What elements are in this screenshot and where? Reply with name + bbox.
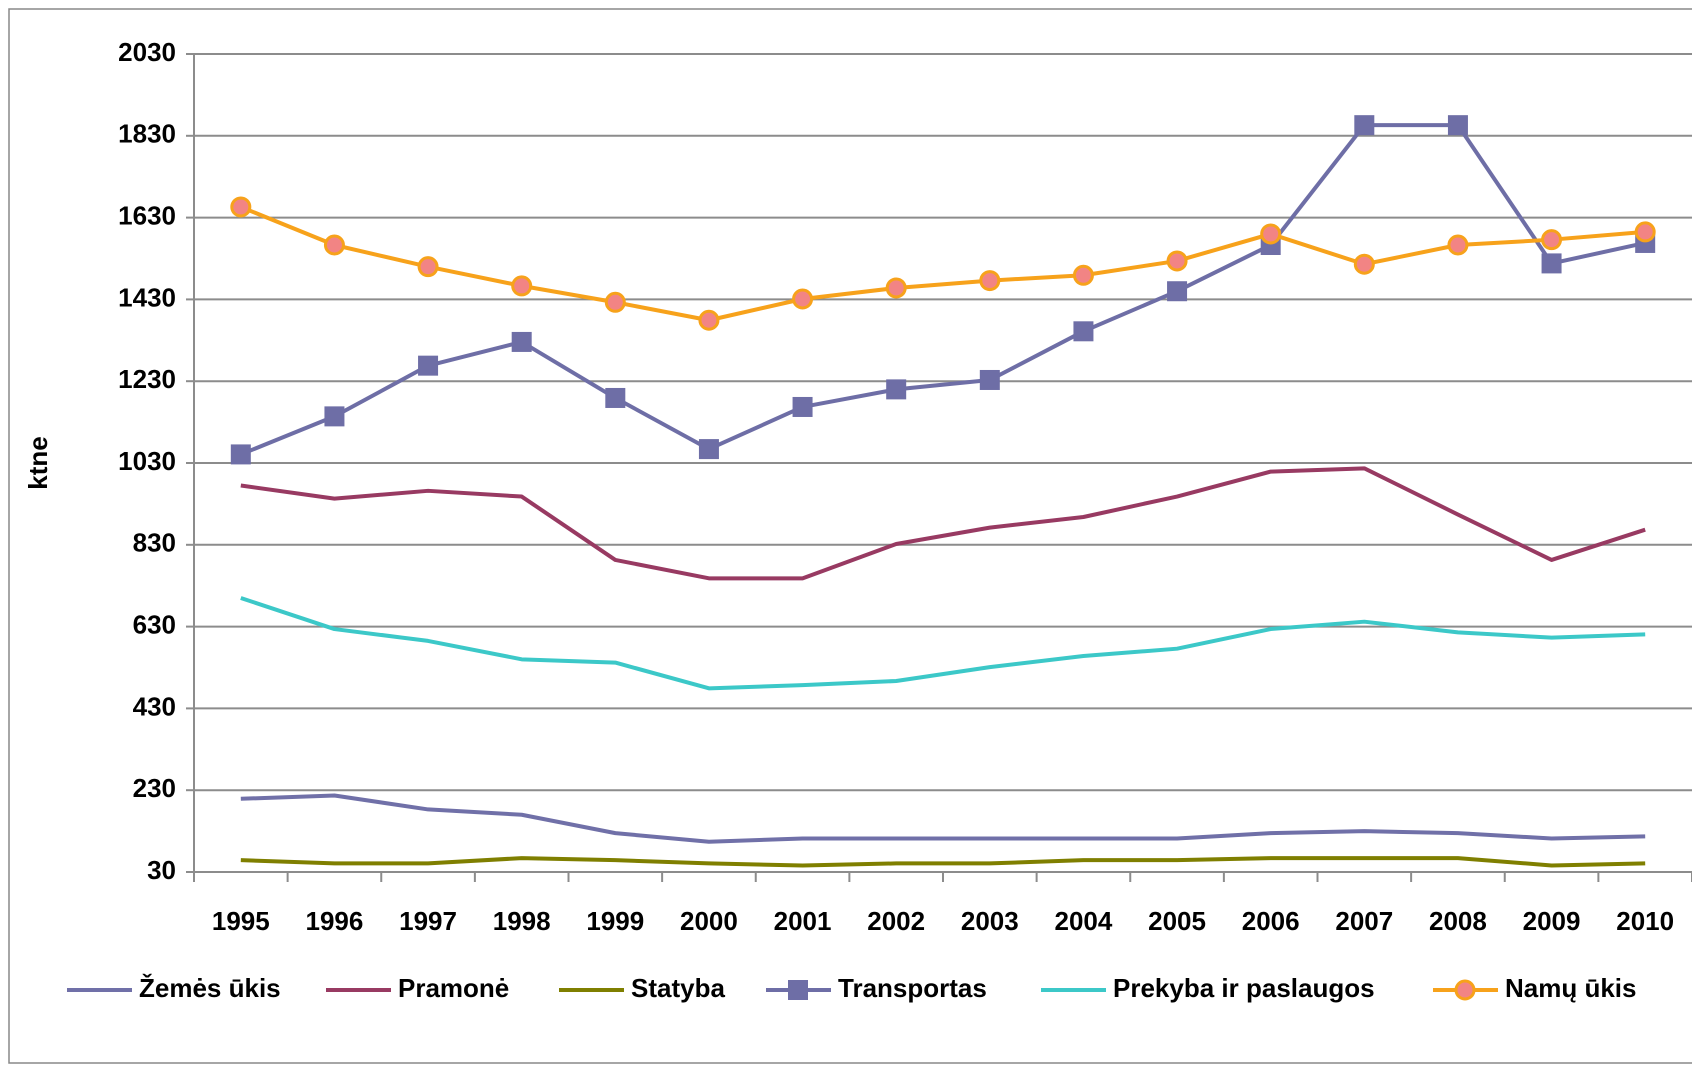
legend-label: Pramonė xyxy=(398,973,509,1003)
series-marker xyxy=(1353,253,1375,275)
y-tick-label: 430 xyxy=(133,691,176,721)
series-marker xyxy=(511,275,533,297)
series-marker xyxy=(1447,234,1469,256)
legend-marker xyxy=(788,980,808,1000)
x-tick-label: 2010 xyxy=(1616,906,1674,936)
series-marker xyxy=(1541,253,1562,274)
series-line xyxy=(240,793,1646,844)
x-tick-label: 2001 xyxy=(774,906,832,936)
x-tick-label: 2000 xyxy=(680,906,738,936)
series-line xyxy=(240,596,1646,691)
series-marker xyxy=(1541,229,1563,251)
series-marker xyxy=(230,196,252,218)
x-tick-label: 1997 xyxy=(399,906,457,936)
x-tick-label: 2002 xyxy=(867,906,925,936)
legend-label: Prekyba ir paslaugos xyxy=(1113,973,1375,1003)
x-tick-label: 2009 xyxy=(1523,906,1581,936)
y-tick-label: 1230 xyxy=(118,364,176,394)
series-marker xyxy=(1072,264,1094,286)
legend-label: Namų ūkis xyxy=(1505,973,1637,1003)
legend-label: Statyba xyxy=(631,973,725,1003)
x-tick-label: 1998 xyxy=(493,906,551,936)
x-tick-label: 2006 xyxy=(1242,906,1300,936)
series-marker xyxy=(605,387,626,408)
x-tick-label: 1999 xyxy=(586,906,644,936)
y-tick-label: 230 xyxy=(133,773,176,803)
series-marker xyxy=(885,277,907,299)
series-line xyxy=(240,205,1646,323)
y-axis-label: ktne xyxy=(23,436,53,489)
x-tick-label: 2008 xyxy=(1429,906,1487,936)
series-marker xyxy=(511,331,532,352)
series-line xyxy=(240,466,1646,581)
series-line xyxy=(240,856,1646,868)
series-marker xyxy=(230,444,251,465)
x-tick-label: 2003 xyxy=(961,906,1019,936)
y-tick-label: 830 xyxy=(133,528,176,558)
y-tick-label: 1430 xyxy=(118,282,176,312)
x-tick-label: 1995 xyxy=(212,906,270,936)
series-marker xyxy=(886,379,907,400)
series-marker xyxy=(324,406,345,427)
series-marker xyxy=(698,439,719,460)
series-marker xyxy=(698,309,720,331)
x-tick-label: 2007 xyxy=(1335,906,1393,936)
series-marker xyxy=(1166,250,1188,272)
series-marker xyxy=(1634,221,1656,243)
legend-marker xyxy=(1454,979,1476,1001)
y-tick-label: 30 xyxy=(147,855,176,885)
legend-label: Žemės ūkis xyxy=(139,973,281,1003)
series-marker xyxy=(1354,115,1375,136)
y-tick-label: 1030 xyxy=(118,446,176,476)
series-marker xyxy=(1073,321,1094,342)
y-tick-label: 630 xyxy=(133,609,176,639)
series-marker xyxy=(417,256,439,278)
series-marker xyxy=(1260,223,1282,245)
legend-label: Transportas xyxy=(838,973,987,1003)
series-marker xyxy=(1447,115,1468,136)
x-tick-label: 2004 xyxy=(1055,906,1113,936)
chart-frame xyxy=(8,8,1692,1064)
series-marker xyxy=(792,288,814,310)
series-marker xyxy=(979,369,1000,390)
y-tick-label: 1630 xyxy=(118,200,176,230)
series-marker xyxy=(604,291,626,313)
series-marker xyxy=(792,396,813,417)
y-tick-label: 2030 xyxy=(118,37,176,67)
y-tick-label: 1830 xyxy=(118,119,176,149)
series-marker xyxy=(1167,281,1188,302)
series-marker xyxy=(418,355,439,376)
x-tick-label: 1996 xyxy=(306,906,364,936)
x-tick-label: 2005 xyxy=(1148,906,1206,936)
series-marker xyxy=(323,234,345,256)
series-marker xyxy=(979,270,1001,292)
series-line xyxy=(240,123,1646,457)
